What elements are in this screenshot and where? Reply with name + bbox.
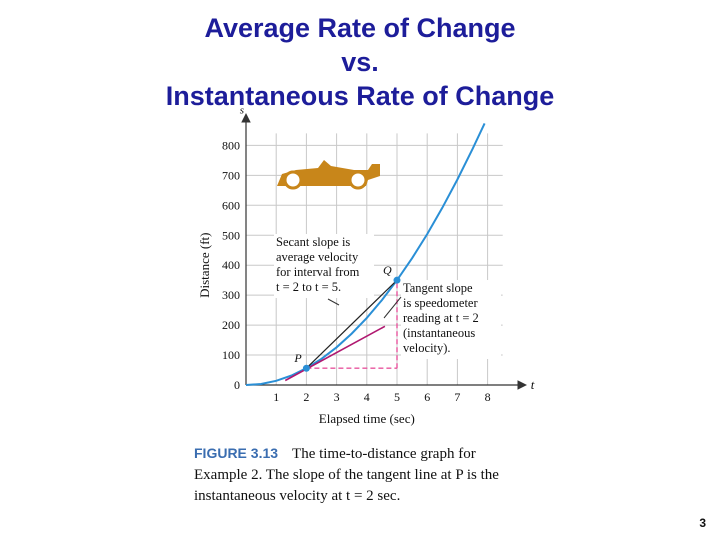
caption-line-3: instantaneous velocity at t = 2 sec. xyxy=(194,488,401,504)
y-axis-label: Distance (ft) xyxy=(197,233,212,298)
slide-title-line-2: vs. xyxy=(341,47,379,77)
secant-line xyxy=(305,279,398,369)
tangent-annotation-line: is speedometer xyxy=(403,296,478,310)
x-tick-label: 1 xyxy=(273,390,279,404)
secant-leader xyxy=(327,298,340,306)
y-tick-label: 300 xyxy=(222,288,240,302)
point-label-q: Q xyxy=(383,263,392,277)
point-p xyxy=(302,364,310,372)
caption-line-1: The time-to-distance graph for xyxy=(292,446,476,462)
tangent-line xyxy=(284,325,386,382)
x-tick-label: 6 xyxy=(424,390,430,404)
tangent-annotation-line: velocity). xyxy=(403,341,451,355)
secant-annotation-line: for interval from xyxy=(276,265,360,279)
secant-annotation-line: Secant slope is xyxy=(276,235,350,249)
distance-curve-0 xyxy=(245,122,486,386)
y-tick-label: 500 xyxy=(222,228,240,242)
secant-annotation-line: t = 2 to t = 5. xyxy=(276,280,341,294)
race-car-icon xyxy=(277,160,380,190)
slide-title-line-3: Instantaneous Rate of Change xyxy=(165,81,555,111)
page-number: 3 xyxy=(699,516,706,530)
y-tick-label: 800 xyxy=(222,138,240,152)
x-tick-label: 4 xyxy=(364,390,370,404)
y-tick-label: 400 xyxy=(222,258,240,272)
x-tick-label: 2 xyxy=(303,390,309,404)
x-tick-label: 5 xyxy=(394,390,400,404)
figure-label: FIGURE 3.13 xyxy=(194,445,279,461)
y-tick-label: 700 xyxy=(222,168,240,182)
y-tick-label: 200 xyxy=(222,318,240,332)
x-tick-label: 7 xyxy=(454,390,460,404)
y-tick-label: 100 xyxy=(222,348,240,362)
caption-line-2: Example 2. The slope of the tangent line… xyxy=(194,467,499,483)
y-axis-symbol: s xyxy=(240,104,244,116)
secant-annotation-line: average velocity xyxy=(276,250,359,264)
slide-title-line-1: Average Rate of Change xyxy=(204,13,516,43)
y-tick-label: 600 xyxy=(222,198,240,212)
tangent-annotation-line: Tangent slope xyxy=(403,281,473,295)
x-tick-label: 8 xyxy=(485,390,491,404)
tangent-annotation-line: (instantaneous xyxy=(403,326,475,340)
secant-annotation-bg xyxy=(274,234,374,298)
x-axis-symbol: t xyxy=(531,377,535,392)
x-axis-label: Elapsed time (sec) xyxy=(319,411,415,426)
figure-caption: FIGURE 3.13 The time-to-distance graph fo… xyxy=(194,443,534,507)
tangent-annotation-bg xyxy=(401,280,501,359)
point-label-p: P xyxy=(293,351,302,365)
tangent-annotation-line: reading at t = 2 xyxy=(403,311,479,325)
y-tick-label: 0 xyxy=(234,378,240,392)
tangent-leader xyxy=(383,296,402,319)
point-q xyxy=(393,276,401,284)
x-tick-label: 3 xyxy=(334,390,340,404)
